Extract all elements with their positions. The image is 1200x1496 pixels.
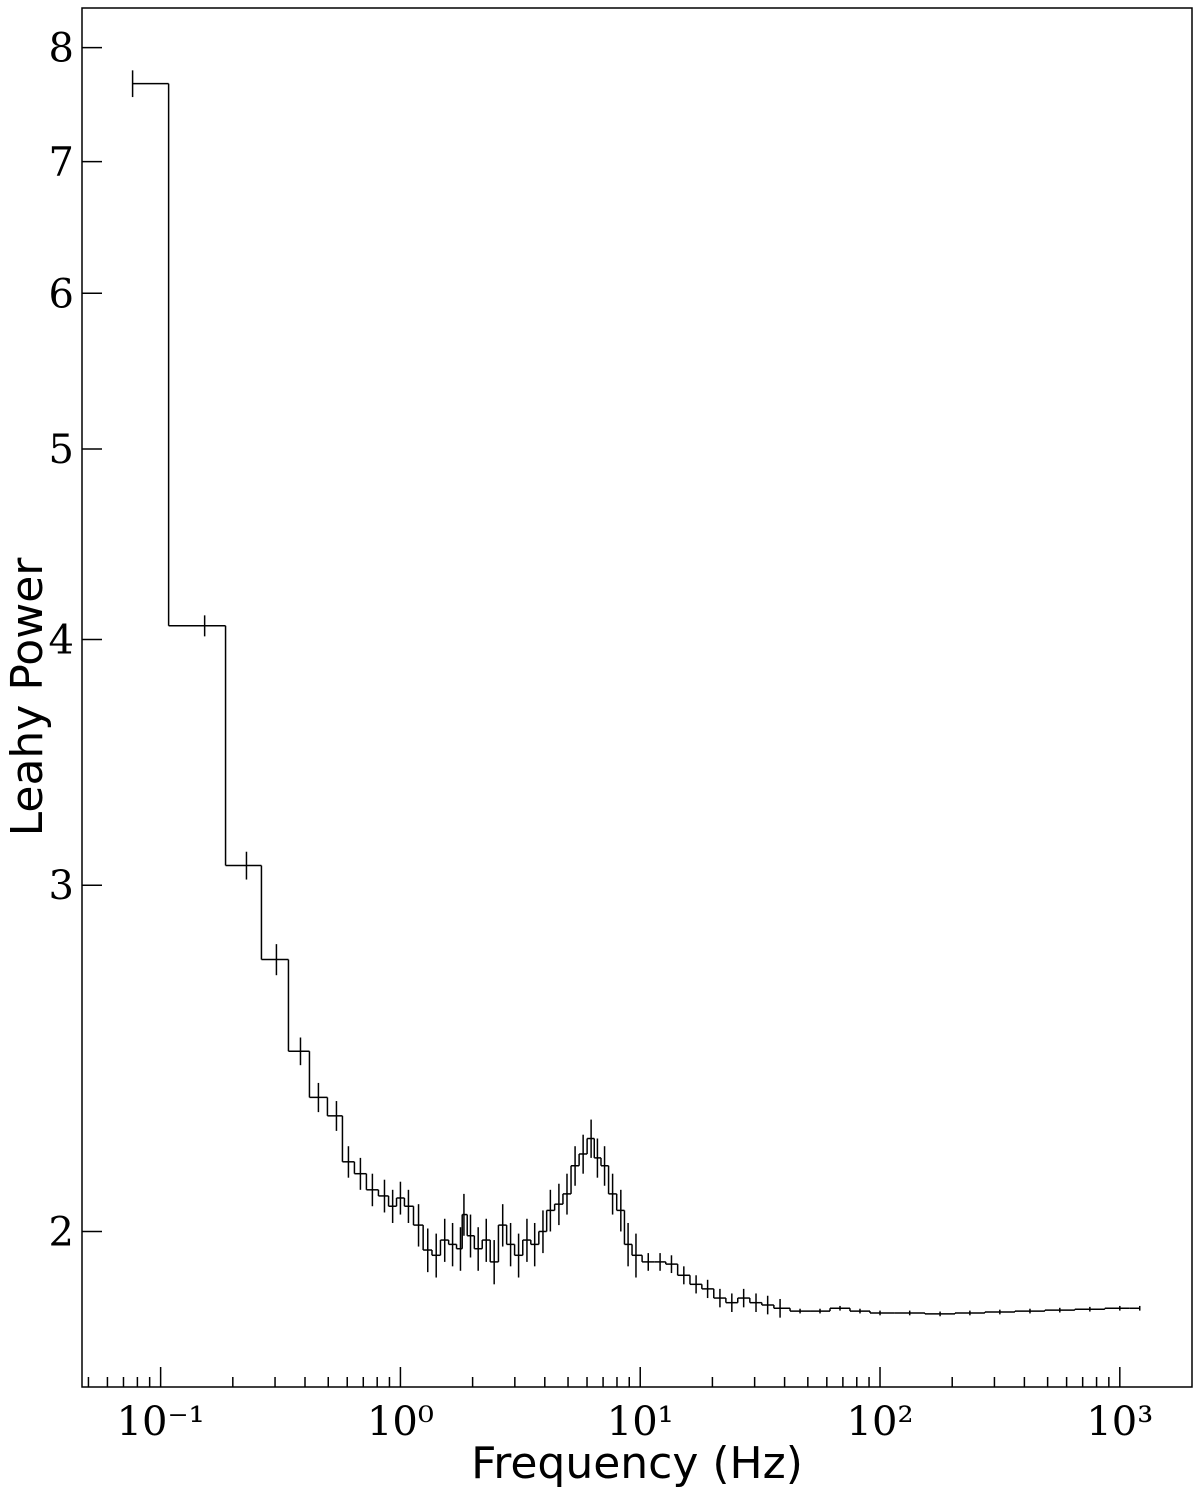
y-tick-label: 8: [49, 26, 74, 72]
x-tick-label: 10¹: [607, 1399, 674, 1445]
y-tick-label: 4: [49, 618, 74, 664]
x-tick-label: 10⁰: [367, 1399, 434, 1445]
y-tick-label: 2: [49, 1209, 74, 1255]
y-tick-label: 5: [49, 427, 74, 473]
y-axis-label: Leahy Power: [2, 557, 53, 837]
y-tick-label: 7: [49, 140, 74, 186]
plot-frame: [81, 7, 1193, 1388]
x-tick-label: 10²: [847, 1399, 914, 1445]
x-tick-label: 10⁻¹: [117, 1399, 205, 1445]
y-tick-label: 6: [49, 271, 74, 317]
x-tick-label: 10³: [1086, 1399, 1153, 1445]
x-axis-label: Frequency (Hz): [471, 1438, 803, 1489]
y-tick-label: 3: [49, 863, 74, 909]
